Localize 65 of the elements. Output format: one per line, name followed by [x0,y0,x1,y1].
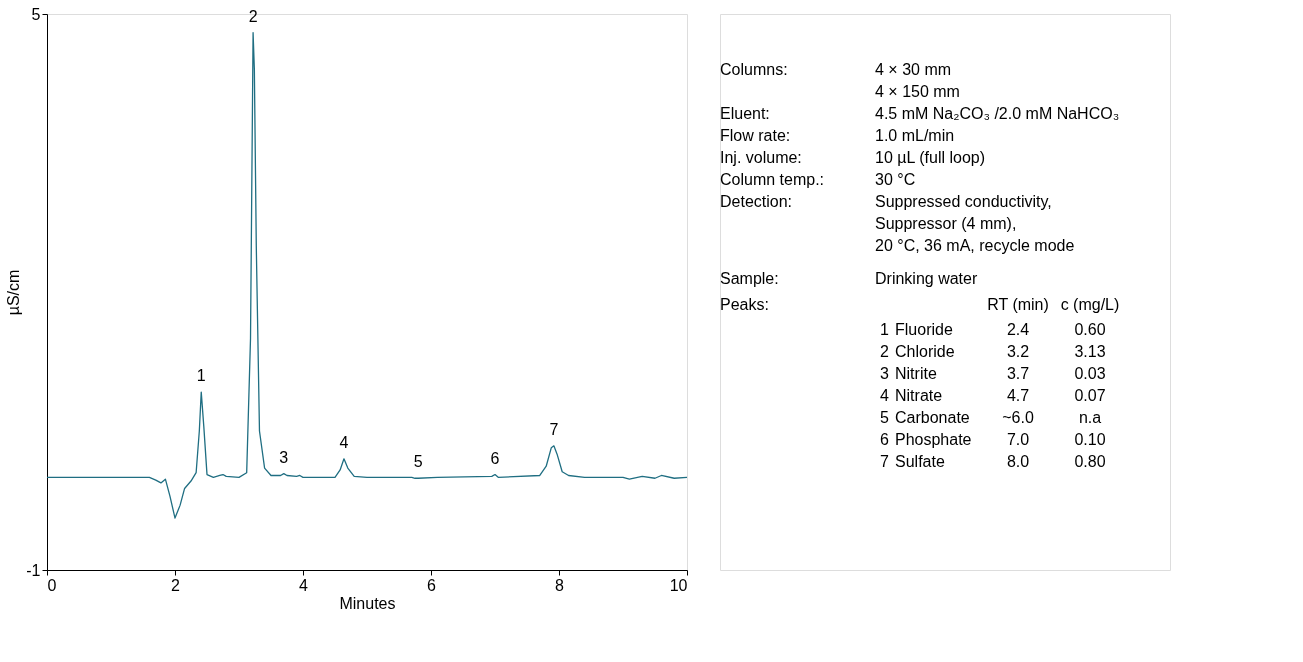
text: Phosphate [895,430,972,448]
text: 3.7 [1006,364,1030,382]
annotation: 7 [549,420,559,438]
text: Drinking water [875,270,978,287]
text: Column temp.: [720,171,825,188]
annotation: 3 [279,448,289,466]
text: 6 [880,430,889,448]
text: 0.07 [1074,386,1106,404]
text: Nitrate [895,386,943,404]
text: Suppressor (4 mm), [875,215,1017,232]
annotation: 5 [413,453,423,471]
text: Sulfate [895,452,945,470]
text: Suppressed conductivity, [875,193,1052,210]
x-axis-title: Minutes [339,594,396,612]
text: 5 [880,408,889,426]
line-series [46,31,688,519]
x-tick-label: 8 [555,576,565,594]
text: Sample: [720,270,779,287]
text: 4.5 mM Na₂CO₃ /2.0 mM NaHCO₃ [875,105,1120,122]
x-tick-label: 4 [299,576,309,594]
text: 4 [880,386,889,404]
text: 7 [880,452,889,470]
text: 2.4 [1006,320,1030,338]
annotation: 4 [339,433,349,451]
annotation: 1 [196,367,206,385]
text: n.a [1078,408,1102,426]
x-tick-label: 10 [669,576,688,594]
text: 3.2 [1006,342,1030,360]
text: 4.7 [1006,386,1030,404]
text: 4 × 150 mm [875,83,960,100]
text: Columns: [720,61,788,78]
x-tick-label: 2 [171,576,181,594]
text: Detection: [720,193,793,210]
text: 0.10 [1074,430,1106,448]
text: Flow rate: [720,127,791,144]
text: 0.03 [1074,364,1106,382]
annotation: 2 [248,7,258,25]
text: Eluent: [720,105,770,122]
text: 20 °C, 36 mA, recycle mode [875,237,1075,254]
text: 4 × 30 mm [875,61,952,78]
text: Chloride [895,342,955,360]
text: 10 µL (full loop) [875,149,986,166]
text: RT (min) [987,296,1049,314]
text: 0.60 [1074,320,1106,338]
text: 1.0 mL/min [875,127,955,144]
text: Peaks: [720,296,769,314]
x-tick-label: 6 [427,576,437,594]
text: 7.0 [1006,430,1030,448]
y-axis-title: µS/cm [5,269,23,316]
text: 2 [880,342,889,360]
annotation: 6 [490,449,500,467]
text: 3.13 [1074,342,1106,360]
text: Inj. volume: [720,149,802,166]
text: Fluoride [895,320,953,338]
text: 1 [880,320,889,338]
x-tick-label: 0 [47,576,57,594]
text: ~6.0 [1002,408,1034,426]
text: Nitrite [895,364,937,382]
text: Carbonate [895,408,970,426]
text: 30 °C [875,171,916,188]
text: c (mg/L) [1060,296,1120,314]
y-tick-label: -1 [26,561,41,579]
text: 8.0 [1006,452,1030,470]
text: 0.80 [1074,452,1106,470]
text: 3 [880,364,889,382]
